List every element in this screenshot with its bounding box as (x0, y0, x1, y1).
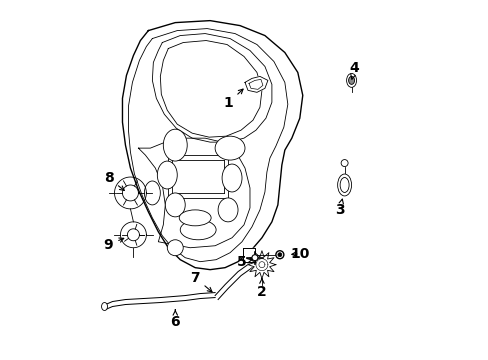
Text: 9: 9 (103, 238, 123, 252)
Ellipse shape (275, 251, 283, 259)
Ellipse shape (167, 240, 183, 256)
Text: 6: 6 (170, 310, 180, 329)
Ellipse shape (215, 136, 244, 160)
Polygon shape (247, 251, 275, 279)
Ellipse shape (157, 161, 177, 189)
Ellipse shape (251, 255, 258, 261)
Ellipse shape (341, 159, 347, 167)
Text: 2: 2 (257, 279, 266, 298)
Text: 7: 7 (190, 271, 212, 292)
Ellipse shape (165, 193, 185, 217)
Text: 8: 8 (103, 171, 124, 190)
Ellipse shape (337, 174, 351, 196)
Polygon shape (244, 76, 267, 92)
Polygon shape (152, 33, 271, 142)
Ellipse shape (218, 198, 238, 222)
Polygon shape (243, 248, 254, 262)
Ellipse shape (102, 302, 107, 310)
Ellipse shape (144, 181, 160, 205)
Ellipse shape (222, 164, 242, 192)
Text: 5: 5 (237, 255, 252, 269)
Ellipse shape (180, 220, 216, 240)
Ellipse shape (340, 177, 348, 193)
Text: 1: 1 (223, 89, 243, 110)
Ellipse shape (163, 129, 187, 161)
Text: 10: 10 (289, 247, 309, 261)
Ellipse shape (179, 210, 211, 226)
Ellipse shape (346, 73, 356, 87)
Polygon shape (122, 21, 302, 270)
Text: 4: 4 (349, 62, 359, 79)
Ellipse shape (348, 76, 354, 84)
Ellipse shape (277, 253, 281, 257)
Text: 3: 3 (334, 199, 344, 217)
